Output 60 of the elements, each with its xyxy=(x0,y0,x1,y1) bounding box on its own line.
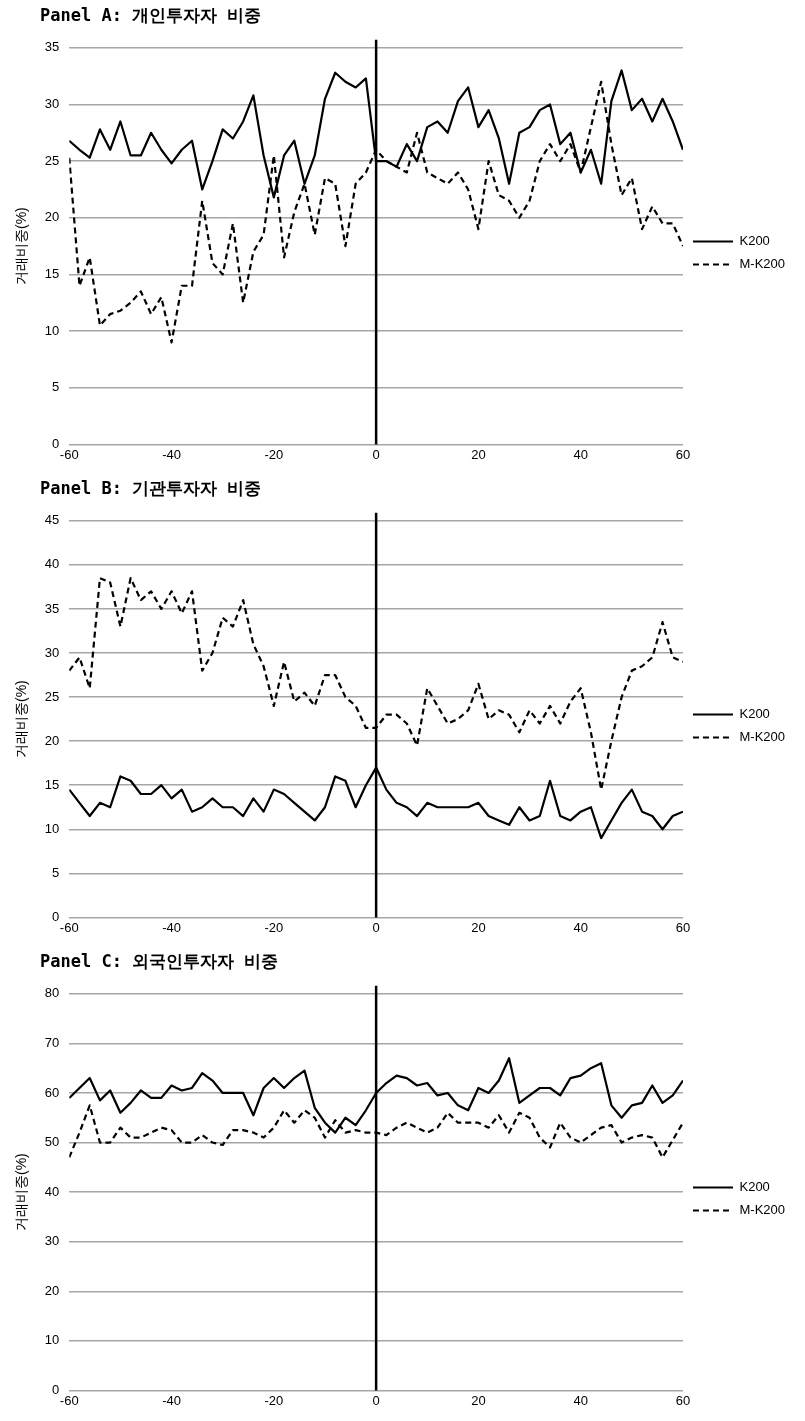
x-tick-label: 0 xyxy=(372,1392,380,1408)
y-tick-label: 25 xyxy=(44,152,60,168)
legend-label: K200 xyxy=(739,233,770,249)
y-tick-label: 5 xyxy=(52,379,60,395)
y-tick-label: 0 xyxy=(52,435,60,451)
y-tick-label: 10 xyxy=(44,820,60,836)
chart-title: Panel A: 개인투자자 비중 xyxy=(39,4,263,27)
chart-title: Panel C: 외국인투자자 비중 xyxy=(39,950,280,973)
x-tick-label: 40 xyxy=(573,1392,588,1408)
x-tick-label: -60 xyxy=(59,1392,79,1408)
y-tick-label: 35 xyxy=(44,39,60,55)
legend-label: K200 xyxy=(739,1179,770,1195)
x-tick-label: 60 xyxy=(675,919,691,935)
y-tick-label: 30 xyxy=(44,644,60,660)
y-tick-label: 5 xyxy=(52,864,60,880)
x-tick-label: -20 xyxy=(264,1392,284,1408)
y-tick-label: 10 xyxy=(44,322,60,338)
y-tick-label: 60 xyxy=(44,1084,60,1100)
y-tick-label: 25 xyxy=(44,688,60,704)
y-tick-label: 15 xyxy=(44,776,60,792)
legend-label: M-K200 xyxy=(739,729,786,745)
x-tick-label: 0 xyxy=(372,919,380,935)
chart-title: Panel B: 기관투자자 비중 xyxy=(39,477,263,500)
x-tick-label: 60 xyxy=(675,446,691,462)
x-tick-label: 60 xyxy=(675,1392,691,1408)
x-tick-label: 40 xyxy=(573,919,588,935)
y-axis-title: 거래비중(%) xyxy=(13,1153,30,1231)
y-tick-label: 20 xyxy=(44,732,60,748)
x-tick-label: 20 xyxy=(471,1392,486,1408)
y-tick-label: 35 xyxy=(44,600,60,616)
x-tick-label: -60 xyxy=(59,919,79,935)
x-tick-label: -40 xyxy=(162,919,181,935)
x-tick-label: -40 xyxy=(162,446,181,462)
y-tick-label: 30 xyxy=(44,96,60,112)
y-tick-label: 30 xyxy=(44,1233,60,1249)
x-tick-label: -60 xyxy=(59,446,79,462)
y-tick-label: 0 xyxy=(52,908,60,924)
x-tick-label: -40 xyxy=(162,1392,181,1408)
y-tick-label: 50 xyxy=(44,1134,60,1150)
y-tick-label: 45 xyxy=(44,512,60,528)
x-tick-label: -20 xyxy=(264,446,284,462)
y-tick-label: 0 xyxy=(52,1381,60,1397)
y-tick-label: 40 xyxy=(44,556,60,572)
x-tick-label: -20 xyxy=(264,919,284,935)
y-axis-title: 거래비중(%) xyxy=(13,680,30,758)
y-tick-label: 80 xyxy=(44,985,60,1001)
legend-label: K200 xyxy=(739,706,770,722)
y-axis-title: 거래비중(%) xyxy=(13,207,30,285)
x-tick-label: 40 xyxy=(573,446,588,462)
legend-label: M-K200 xyxy=(739,256,786,272)
x-tick-label: 20 xyxy=(471,919,486,935)
y-tick-label: 20 xyxy=(44,1282,60,1298)
y-tick-label: 10 xyxy=(44,1332,60,1348)
y-tick-label: 40 xyxy=(44,1183,60,1199)
x-tick-label: 0 xyxy=(372,446,380,462)
legend-label: M-K200 xyxy=(739,1202,786,1218)
y-tick-label: 15 xyxy=(44,266,60,282)
y-tick-label: 70 xyxy=(44,1034,60,1050)
y-tick-label: 20 xyxy=(44,209,60,225)
x-tick-label: 20 xyxy=(471,446,486,462)
